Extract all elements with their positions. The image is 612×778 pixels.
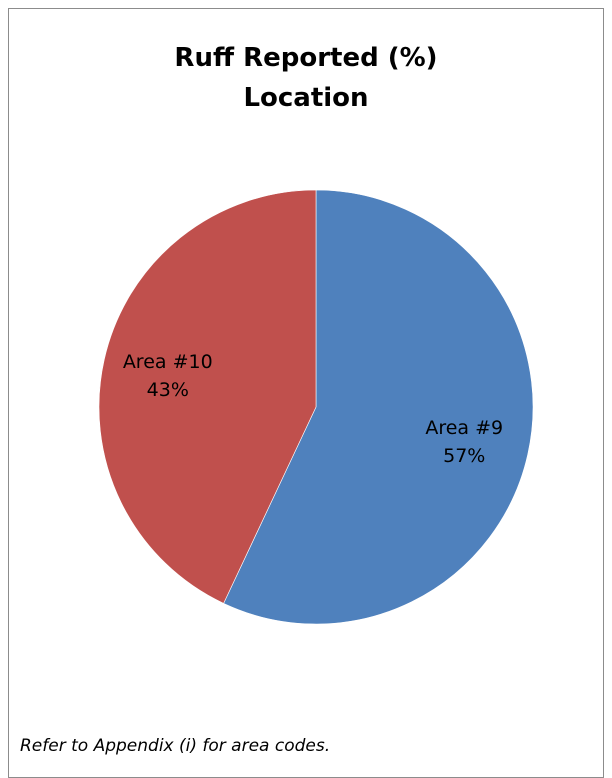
pie-slice [98, 189, 317, 604]
pie-slice [223, 189, 534, 625]
pie-slices [98, 189, 534, 625]
footnote: Refer to Appendix (i) for area codes. [20, 736, 331, 756]
chart-title-line-1: Ruff Reported (%) [174, 43, 438, 73]
slice-label: Area #9 [425, 417, 503, 439]
chart-title-line-2: Location [243, 83, 369, 113]
slice-percent-label: 57% [443, 445, 485, 467]
slice-label: Area #10 [123, 351, 213, 373]
slice-percent-label: 43% [147, 379, 189, 401]
pie-chart: Area #9 57% Area #10 43% [98, 189, 534, 625]
pie-data-labels: Area #9 57% Area #10 43% [123, 351, 503, 467]
chart-title: Ruff Reported (%) Location [8, 38, 604, 118]
